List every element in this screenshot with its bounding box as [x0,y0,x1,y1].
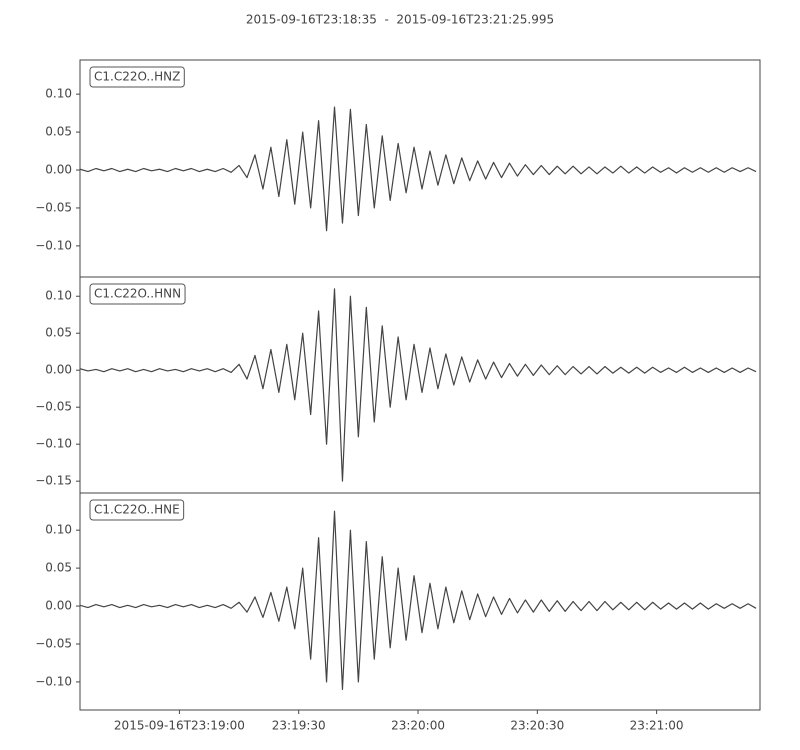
legend-box [89,499,185,521]
waveform [80,288,757,482]
y-tick-label: −0.10 [35,437,72,451]
y-tick-label: −0.05 [35,400,72,414]
x-tick-label: 23:21:00 [630,719,684,733]
x-tick-label: 23:20:00 [391,719,445,733]
y-tick-label: −0.05 [35,636,72,650]
y-tick-label: −0.05 [35,200,72,214]
legend-label: C1.C22O..HNN [94,287,181,301]
y-tick-label: 0.05 [45,125,72,139]
y-tick-label: 0.05 [45,561,72,575]
y-tick-label: 0.05 [45,326,72,340]
legend-label: C1.C22O..HNE [94,503,180,517]
x-tick-label: 2015-09-16T23:19:00 [114,719,245,733]
x-tick-label: 23:19:30 [272,719,326,733]
y-tick-label: 0.00 [45,363,72,377]
waveform [80,510,757,691]
legend-box [89,66,185,88]
y-tick-label: 0.10 [45,87,72,101]
chart-title: 2015-09-16T23:18:35 - 2015-09-16T23:21:2… [246,13,554,27]
y-tick-label: 0.00 [45,599,72,613]
plot-frame [79,276,761,494]
waveform [80,106,757,232]
plot-frame [79,59,761,278]
legend-box [89,283,186,305]
legend-label: C1.C22O..HNZ [94,70,180,84]
y-tick-label: 0.10 [45,523,72,537]
y-tick-label: 0.10 [45,289,72,303]
y-tick-label: 0.00 [45,163,72,177]
y-tick-label: −0.15 [35,474,72,488]
y-tick-label: −0.10 [35,238,72,252]
y-tick-label: −0.10 [35,674,72,688]
plot-frame [79,492,761,711]
x-tick-label: 23:20:30 [510,719,564,733]
